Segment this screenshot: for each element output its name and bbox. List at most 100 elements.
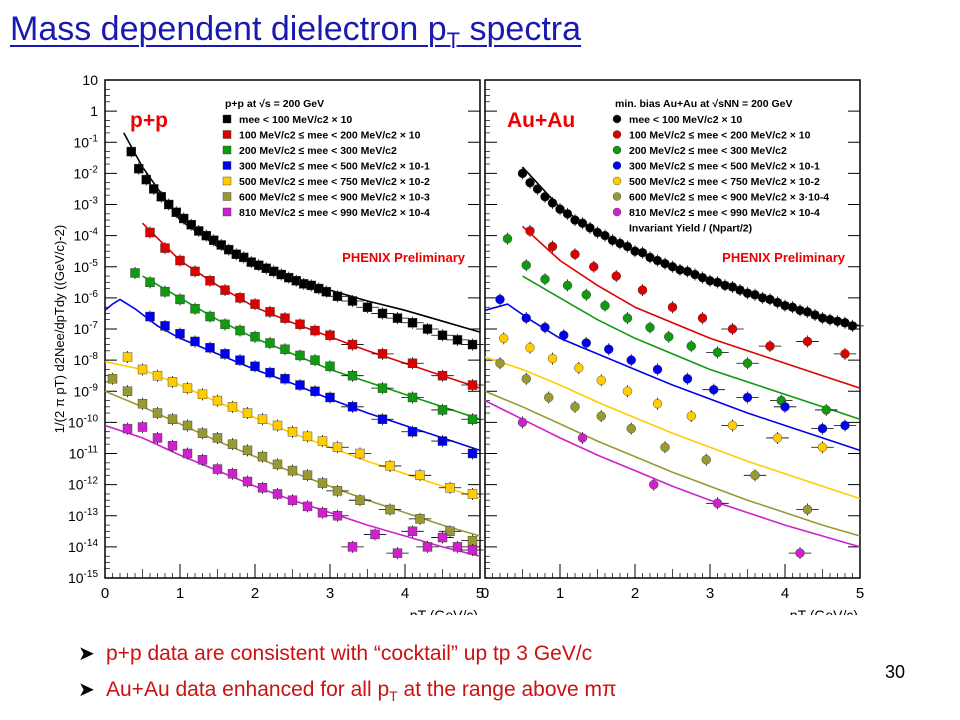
x-axis-label: pT (GeV/c) (790, 607, 858, 615)
legend-marker (222, 192, 232, 201)
x-tick-label: 2 (251, 585, 259, 602)
data-point (317, 507, 328, 518)
data-point (540, 192, 550, 202)
data-point (467, 489, 478, 499)
data-point (611, 271, 621, 281)
data-point (220, 319, 230, 330)
title-subscript: T (446, 28, 461, 53)
data-point (622, 241, 633, 252)
data-point (370, 529, 380, 540)
cocktail-curve (521, 225, 861, 389)
data-series (126, 145, 484, 351)
data-point (667, 302, 678, 312)
data-point (130, 268, 140, 278)
data-point (596, 411, 606, 421)
data-point (467, 545, 478, 555)
cocktail-curve (484, 356, 861, 500)
bullet-1: ➤ p+p data are consistent with “cocktail”… (78, 636, 617, 672)
data-point (250, 361, 260, 372)
data-point (532, 184, 543, 194)
data-point (197, 428, 208, 438)
data-series (145, 226, 484, 392)
data-point (467, 535, 478, 546)
data-point (265, 338, 275, 348)
data-point (437, 405, 448, 415)
data-point (242, 445, 253, 456)
data-point (649, 479, 659, 490)
data-point (220, 285, 230, 295)
x-tick-label: 3 (706, 585, 714, 602)
data-point (626, 355, 636, 365)
x-tick-label: 1 (176, 585, 184, 602)
legend-marker (222, 114, 232, 124)
data-point (780, 402, 790, 412)
data-point (517, 168, 528, 179)
data-point (212, 433, 223, 443)
data-point (272, 459, 283, 470)
data-point (682, 374, 693, 384)
data-point (235, 293, 245, 303)
data-point (347, 542, 358, 552)
data-point (235, 325, 245, 336)
data-point (122, 352, 133, 362)
bullet-list: ➤ p+p data are consistent with “cocktail”… (78, 636, 617, 708)
data-series (517, 167, 864, 332)
data-point (126, 146, 136, 157)
legend-entry: 100 MeV/c2 ≤ mee < 200 MeV/c2 × 10 (629, 130, 811, 142)
data-point (452, 335, 463, 345)
data-point (107, 374, 118, 384)
data-point (212, 464, 223, 474)
data-point (574, 363, 584, 373)
panel-label: p+p (130, 109, 168, 132)
data-point (422, 324, 433, 334)
legend-entry: 810 MeV/c2 ≤ mee < 990 MeV/c2 × 10-4 (629, 207, 820, 219)
data-point (137, 422, 148, 432)
data-point (197, 455, 208, 465)
data-point (817, 423, 828, 434)
data-point (212, 395, 223, 406)
data-point (280, 313, 290, 323)
data-point (585, 223, 595, 233)
data-point (321, 286, 331, 297)
x-tick-label: 0 (481, 585, 489, 602)
data-point (325, 361, 335, 372)
panel-label: Au+Au (507, 109, 575, 132)
legend-marker (612, 176, 622, 186)
data-point (540, 274, 550, 284)
data-point (452, 542, 463, 552)
data-series (525, 224, 857, 360)
data-point (407, 526, 418, 537)
data-point (242, 476, 253, 487)
data-point (600, 230, 610, 241)
legend-marker (222, 130, 232, 139)
legend-header: p+p at √s = 200 GeV (225, 98, 324, 110)
legend-entry: 500 MeV/c2 ≤ mee < 750 MeV/c2 × 10-2 (239, 176, 430, 188)
data-point (521, 260, 531, 270)
data-point (265, 307, 275, 317)
data-point (407, 427, 418, 437)
data-point (750, 470, 760, 480)
data-point (295, 350, 305, 361)
data-point (272, 489, 283, 499)
data-point (272, 420, 283, 431)
data-point (227, 469, 238, 479)
data-point (645, 322, 655, 333)
data-point (525, 342, 535, 353)
data-point (250, 299, 260, 309)
data-point (415, 514, 425, 524)
data-point (317, 478, 328, 488)
data-point (332, 291, 343, 302)
bullet-2-end: at the range above mπ (397, 678, 617, 701)
data-point (795, 548, 805, 558)
data-point (310, 386, 320, 396)
data-point (160, 243, 170, 253)
y-tick-label: 10-13 (68, 507, 98, 524)
data-point (227, 402, 238, 412)
data-point (332, 442, 343, 452)
data-point (302, 431, 313, 442)
data-point (190, 304, 200, 314)
data-series (517, 416, 812, 560)
data-point (577, 433, 588, 443)
data-point (122, 386, 133, 396)
data-point (596, 375, 606, 386)
